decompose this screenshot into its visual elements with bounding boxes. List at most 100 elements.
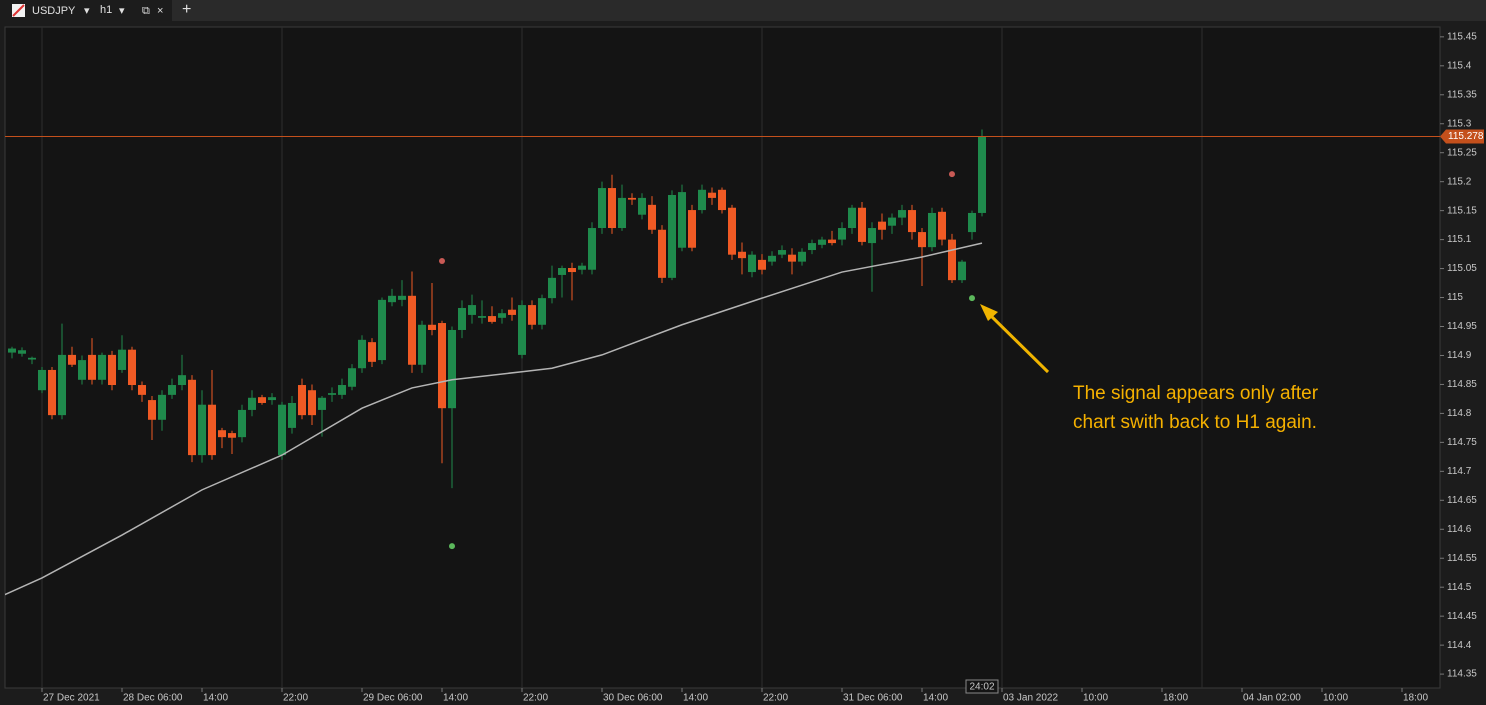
candle-body: [898, 210, 906, 218]
candle-body: [48, 369, 56, 416]
y-tick-label: 114.65: [1447, 495, 1477, 506]
candle-body: [788, 254, 796, 262]
candle-body: [588, 228, 596, 270]
candle-body: [78, 360, 86, 380]
y-tick-label: 114.35: [1447, 669, 1477, 680]
candle-body: [8, 348, 16, 353]
candle-body: [878, 221, 886, 230]
y-tick-label: 114.5: [1447, 582, 1472, 593]
y-tick-label: 115.15: [1447, 205, 1477, 216]
candle-body: [848, 207, 856, 229]
candle-body: [178, 375, 186, 386]
timeframe-dropdown[interactable]: ▾: [119, 5, 125, 17]
signal-dot: [969, 295, 975, 302]
candle-body: [148, 400, 156, 420]
candle-body: [288, 402, 296, 428]
x-tick-label: 14:00: [683, 693, 708, 704]
y-tick-label: 114.9: [1447, 350, 1472, 361]
candle-body: [388, 295, 396, 303]
candle-body: [318, 397, 326, 410]
x-tick-label: 30 Dec 06:00: [603, 693, 663, 704]
candle-body: [268, 397, 276, 401]
candle-body: [448, 329, 456, 409]
detach-button[interactable]: ⧉: [142, 5, 150, 17]
x-tick-label: 22:00: [283, 693, 308, 704]
candle-body: [28, 357, 36, 360]
candle-body: [618, 197, 626, 229]
candle-body: [68, 354, 76, 365]
signal-dot: [439, 258, 445, 265]
candle-body: [798, 251, 806, 262]
y-tick-label: 114.55: [1447, 553, 1477, 564]
candle-body: [668, 195, 676, 278]
y-tick-label: 115.25: [1447, 147, 1477, 158]
x-tick-label: 28 Dec 06:00: [123, 693, 183, 704]
new-tab[interactable]: +: [182, 1, 191, 18]
y-tick-label: 114.8: [1447, 408, 1472, 419]
y-tick-label: 114.6: [1447, 524, 1472, 535]
candle-body: [768, 255, 776, 262]
candle-body: [628, 197, 636, 200]
candle-body: [128, 349, 136, 386]
candle-body: [638, 197, 646, 215]
signal-dot: [949, 171, 955, 178]
candle-body: [658, 229, 666, 278]
candle-body: [118, 349, 126, 370]
symbol[interactable]: USDJPY: [32, 5, 76, 17]
x-tick-label: 04 Jan 02:00: [1243, 693, 1301, 704]
signal-dot: [449, 543, 455, 550]
countdown: 24:02: [969, 682, 994, 693]
annotation: chart swith back to H1 again.: [1073, 412, 1317, 433]
y-tick-label: 115.35: [1447, 89, 1477, 100]
x-tick-label: 27 Dec 2021: [43, 693, 100, 704]
symbol-dropdown[interactable]: ▾: [84, 5, 90, 17]
candle-body: [548, 277, 556, 299]
candle-body: [568, 267, 576, 273]
candle-body: [828, 239, 836, 244]
moving-average: [5, 242, 983, 596]
candle-body: [418, 324, 426, 365]
candle-body: [678, 192, 686, 248]
candle-body: [108, 354, 116, 386]
candle-body: [498, 313, 506, 318]
annotation-arrow: [984, 309, 1050, 374]
x-tick-label: 29 Dec 06:00: [363, 693, 423, 704]
timeframe[interactable]: h1: [100, 4, 112, 16]
candle-body: [778, 250, 786, 255]
candle-body: [248, 397, 256, 410]
symbol-icon-stroke: [12, 4, 25, 17]
candle-body: [218, 430, 226, 438]
close-tab[interactable]: ×: [157, 5, 163, 17]
candle-body: [88, 354, 96, 380]
tab[interactable]: [0, 0, 172, 21]
candle-body: [328, 393, 336, 395]
candle-body: [138, 385, 146, 395]
candle-body: [858, 207, 866, 242]
candle-body: [968, 212, 976, 233]
candle-body: [868, 228, 876, 244]
candle-body: [728, 207, 736, 255]
candle-body: [758, 259, 766, 270]
candle-body: [58, 354, 66, 416]
candle-body: [398, 295, 406, 300]
candle-body: [978, 136, 986, 213]
y-tick-label: 114.7: [1447, 466, 1472, 477]
candle-body: [238, 409, 246, 438]
x-tick-label: 31 Dec 06:00: [843, 693, 903, 704]
y-tick-label: 114.75: [1447, 437, 1477, 448]
tab-bar: USDJPY ▾ h1 ▾ ⧉ × +: [0, 0, 1486, 21]
candle-body: [528, 305, 536, 325]
candle-body: [308, 390, 316, 416]
y-tick-label: 115.2: [1447, 176, 1472, 187]
x-tick-label: 22:00: [763, 693, 788, 704]
candle-body: [738, 251, 746, 259]
candle-body: [908, 210, 916, 233]
candle-body: [888, 217, 896, 226]
countdown-box: [965, 679, 999, 694]
candle-body: [808, 243, 816, 251]
candle-body: [168, 385, 176, 395]
candle-body: [38, 369, 46, 391]
candle-body: [18, 350, 26, 354]
candle-body: [298, 385, 306, 416]
